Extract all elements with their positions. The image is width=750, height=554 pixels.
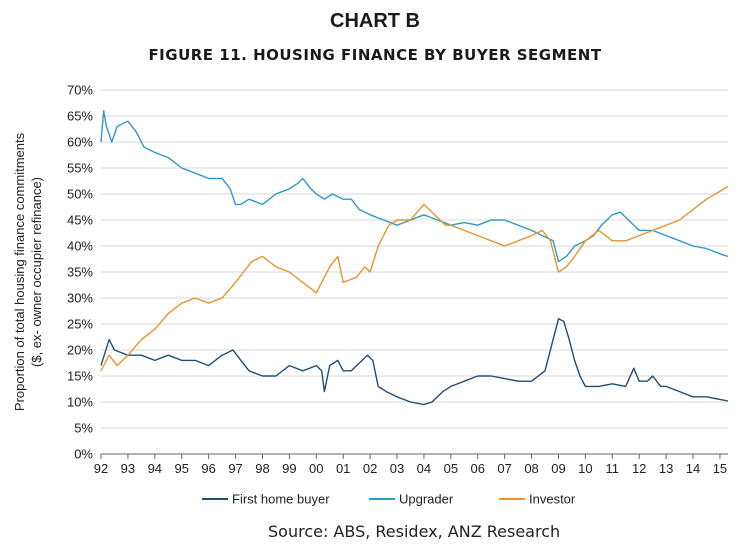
- y-tick-label: 65%: [67, 109, 93, 124]
- series-line-1: [100, 318, 729, 406]
- x-tick-label: 92: [94, 461, 108, 476]
- x-tick-label: 99: [282, 461, 296, 476]
- x-tick-label: 94: [148, 461, 162, 476]
- y-tick-label: 55%: [67, 161, 93, 176]
- x-tick-label: 14: [686, 461, 700, 476]
- x-tick-label: 07: [497, 461, 511, 476]
- legend: First home buyer Upgrader Investor: [202, 492, 576, 507]
- figure-title: FIGURE 11. HOUSING FINANCE BY BUYER SEGM…: [148, 46, 602, 64]
- y-tick-label: 60%: [67, 135, 93, 150]
- series-line-3: [100, 185, 729, 372]
- grid-lines: [101, 89, 728, 429]
- y-axis-label-line-1: Proportion of total housing finance comm…: [12, 132, 27, 411]
- x-tick-label: 03: [390, 461, 404, 476]
- series-lines: [100, 110, 729, 406]
- x-tick-label: 95: [174, 461, 188, 476]
- y-tick-label: 15%: [67, 369, 93, 384]
- x-tick-label: 97: [228, 461, 242, 476]
- x-tick-label: 04: [417, 461, 431, 476]
- x-tick-label: 02: [363, 461, 377, 476]
- y-tick-label: 20%: [67, 343, 93, 358]
- axes: [100, 453, 728, 459]
- y-tick-labels: 0% 5% 10% 15% 20% 25% 30% 35% 40% 45% 50% 55% 60% 65%…: [67, 83, 93, 462]
- y-axis-label-line-2: ($, ex- owner occupier refinance): [29, 177, 44, 367]
- y-tick-label: 25%: [67, 317, 93, 332]
- x-tick-labels: 92 93 94 95 96 97 98 99 00 01 02 03 04 05 06 07 08 09 10 11…: [94, 461, 727, 476]
- x-tick-label: 12: [632, 461, 646, 476]
- x-tick-label: 09: [551, 461, 565, 476]
- y-tick-label: 35%: [67, 265, 93, 280]
- source-note: Source: ABS, Residex, ANZ Research: [268, 522, 561, 541]
- y-tick-label: 40%: [67, 239, 93, 254]
- x-tick-label: 06: [471, 461, 485, 476]
- y-tick-label: 50%: [67, 187, 93, 202]
- series-line-2: [100, 110, 729, 263]
- x-tick-label: 11: [606, 461, 620, 476]
- y-tick-label: 45%: [67, 213, 93, 228]
- y-tick-label: 0%: [74, 447, 93, 462]
- legend-label: Upgrader: [399, 492, 454, 507]
- x-tick-label: 15: [713, 461, 727, 476]
- x-tick-label: 00: [309, 461, 323, 476]
- y-tick-label: 5%: [74, 421, 93, 436]
- x-tick-label: 93: [121, 461, 135, 476]
- x-tick-label: 13: [659, 461, 673, 476]
- x-tick-label: 98: [255, 461, 269, 476]
- x-tick-label: 05: [444, 461, 458, 476]
- y-tick-label: 30%: [67, 291, 93, 306]
- legend-label: First home buyer: [232, 492, 330, 507]
- legend-label: Investor: [529, 492, 576, 507]
- x-tick-label: 01: [336, 461, 350, 476]
- x-tick-label: 10: [578, 461, 592, 476]
- y-tick-label: 10%: [67, 395, 93, 410]
- x-tick-label: 08: [524, 461, 538, 476]
- x-tick-label: 96: [201, 461, 215, 476]
- y-tick-label: 70%: [67, 83, 93, 98]
- chart-label: CHART B: [330, 10, 420, 32]
